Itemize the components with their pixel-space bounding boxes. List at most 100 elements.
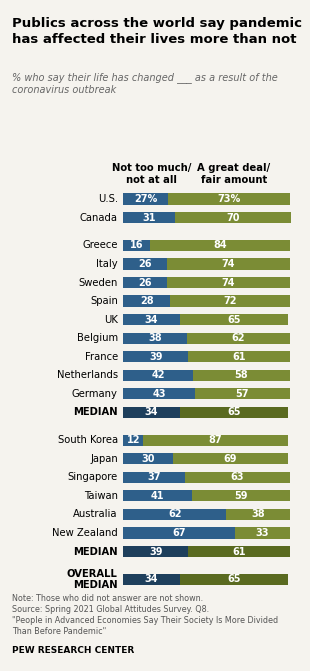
Bar [226, 509, 290, 520]
Bar [188, 351, 290, 362]
Bar [175, 212, 291, 223]
Text: 38: 38 [148, 333, 162, 343]
Text: Germany: Germany [72, 389, 118, 399]
Text: 74: 74 [221, 259, 235, 269]
Text: 38: 38 [251, 509, 265, 519]
Text: MEDIAN: MEDIAN [73, 407, 118, 417]
Text: Canada: Canada [80, 213, 118, 223]
Bar [187, 333, 290, 344]
Text: Singapore: Singapore [68, 472, 118, 482]
Bar [235, 527, 290, 539]
Text: 61: 61 [232, 546, 246, 556]
Text: 34: 34 [145, 407, 158, 417]
Bar [123, 491, 192, 501]
Text: 37: 37 [147, 472, 161, 482]
Bar [123, 574, 180, 585]
Text: Italy: Italy [96, 259, 118, 269]
Text: 65: 65 [227, 315, 241, 325]
Bar [123, 435, 143, 446]
Text: Netherlands: Netherlands [57, 370, 118, 380]
Text: Taiwan: Taiwan [84, 491, 118, 501]
Text: 30: 30 [142, 454, 155, 464]
Bar [123, 472, 185, 483]
Bar [170, 295, 290, 307]
Text: 59: 59 [234, 491, 247, 501]
Text: Publics across the world say pandemic
has affected their lives more than not: Publics across the world say pandemic ha… [12, 17, 302, 46]
Text: OVERALL
MEDIAN: OVERALL MEDIAN [67, 568, 118, 590]
Bar [123, 258, 166, 270]
Bar [123, 295, 170, 307]
Bar [192, 491, 290, 501]
Text: 58: 58 [235, 370, 248, 380]
Text: Sweden: Sweden [78, 278, 118, 287]
Text: France: France [85, 352, 118, 362]
Text: 31: 31 [142, 213, 156, 223]
Bar [123, 333, 187, 344]
Bar [123, 193, 168, 205]
Bar [168, 193, 290, 205]
Text: 72: 72 [223, 296, 237, 306]
Bar [173, 453, 288, 464]
Bar [123, 277, 166, 288]
Text: 16: 16 [130, 240, 144, 250]
Text: 87: 87 [209, 435, 223, 445]
Text: 65: 65 [227, 407, 241, 417]
Text: Belgium: Belgium [77, 333, 118, 343]
Bar [195, 389, 290, 399]
Bar [123, 527, 235, 539]
Text: 63: 63 [231, 472, 244, 482]
Bar [123, 212, 175, 223]
Bar [123, 240, 150, 251]
Text: Not too much/
not at all: Not too much/ not at all [112, 164, 191, 185]
Bar [166, 277, 290, 288]
Text: 12: 12 [126, 435, 140, 445]
Bar [150, 240, 290, 251]
Text: Greece: Greece [82, 240, 118, 250]
Text: 41: 41 [151, 491, 164, 501]
Bar [123, 453, 173, 464]
Text: 61: 61 [232, 352, 246, 362]
Text: Note: Those who did not answer are not shown.
Source: Spring 2021 Global Attitud: Note: Those who did not answer are not s… [12, 594, 278, 636]
Text: 67: 67 [172, 528, 186, 538]
Bar [188, 546, 290, 557]
Text: 70: 70 [226, 213, 240, 223]
Bar [180, 314, 288, 325]
Bar [123, 370, 193, 381]
Bar [193, 370, 290, 381]
Text: MEDIAN: MEDIAN [73, 546, 118, 556]
Text: U.S.: U.S. [98, 194, 118, 204]
Bar [123, 351, 188, 362]
Bar [143, 435, 288, 446]
Text: A great deal/
fair amount: A great deal/ fair amount [197, 164, 271, 185]
Text: 39: 39 [149, 352, 162, 362]
Text: 69: 69 [224, 454, 237, 464]
Bar [180, 407, 288, 418]
Text: PEW RESEARCH CENTER: PEW RESEARCH CENTER [12, 646, 135, 654]
Bar [166, 258, 290, 270]
Text: 62: 62 [168, 509, 182, 519]
Bar [123, 407, 180, 418]
Text: 33: 33 [255, 528, 269, 538]
Text: 34: 34 [145, 315, 158, 325]
Text: South Korea: South Korea [58, 435, 118, 445]
Bar [123, 546, 188, 557]
Text: Spain: Spain [90, 296, 118, 306]
Text: Australia: Australia [73, 509, 118, 519]
Bar [123, 389, 195, 399]
Text: 65: 65 [227, 574, 241, 584]
Text: 26: 26 [138, 259, 152, 269]
Text: 26: 26 [138, 278, 152, 287]
Text: 42: 42 [152, 370, 165, 380]
Text: 73%: 73% [217, 194, 241, 204]
Text: 62: 62 [231, 333, 245, 343]
Text: Japan: Japan [90, 454, 118, 464]
Bar [180, 574, 288, 585]
Text: New Zealand: New Zealand [52, 528, 118, 538]
Bar [123, 314, 180, 325]
Bar [185, 472, 290, 483]
Text: 84: 84 [213, 240, 227, 250]
Text: 74: 74 [221, 278, 235, 287]
Text: 28: 28 [140, 296, 153, 306]
Text: 34: 34 [145, 574, 158, 584]
Text: 27%: 27% [134, 194, 157, 204]
